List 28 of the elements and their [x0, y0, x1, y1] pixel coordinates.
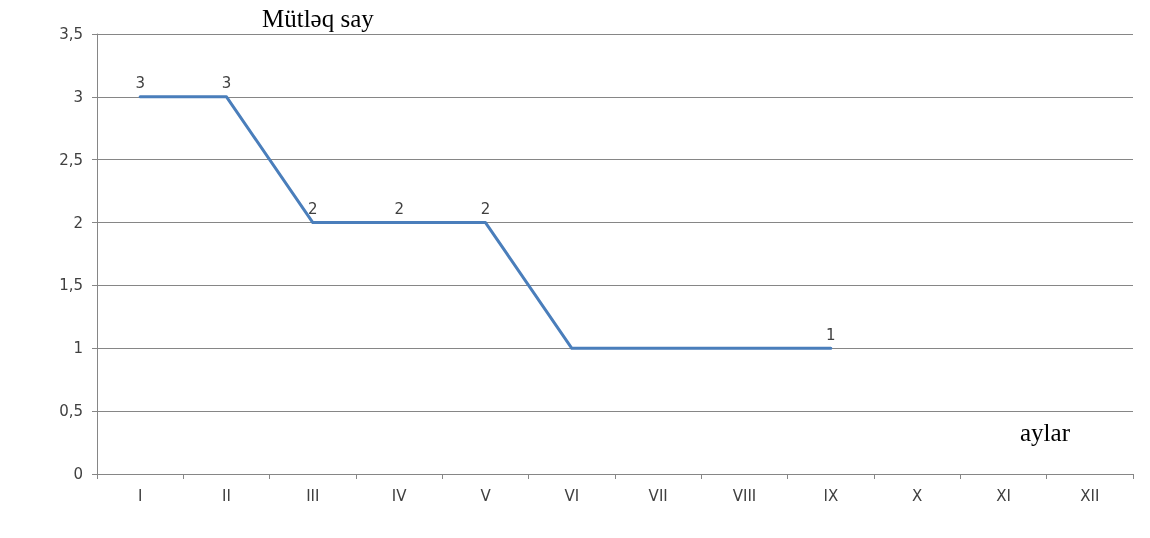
- x-tick-label: XII: [1080, 486, 1100, 505]
- x-tick-label: I: [137, 486, 143, 505]
- x-tick-label: X: [912, 486, 923, 505]
- y-tick-label: 3: [73, 87, 83, 106]
- x-tick-label: IX: [823, 486, 839, 505]
- y-tick-label: 0: [73, 465, 83, 483]
- x-tick-label: VIII: [732, 486, 757, 505]
- data-label: 2: [394, 200, 404, 219]
- x-tick-label: VII: [648, 486, 668, 505]
- y-tick-label: 0,5: [59, 402, 83, 421]
- y-tick-label: 1: [73, 339, 83, 358]
- y-tick-label: 3,5: [59, 25, 83, 43]
- data-label: 2: [308, 200, 318, 219]
- x-axis-title: aylar: [1020, 419, 1071, 446]
- y-tick-label: 2,5: [59, 150, 83, 169]
- data-label: 2: [480, 200, 491, 219]
- y-tick-label: 2: [73, 213, 83, 232]
- x-tick-label: III: [306, 486, 320, 505]
- x-tick-label: V: [480, 486, 492, 505]
- data-label: 3: [221, 74, 232, 93]
- x-tick-label: XI: [996, 486, 1011, 505]
- y-tick-label: 1,5: [59, 276, 83, 295]
- x-tick-label: VI: [564, 486, 580, 505]
- data-label: 1: [826, 325, 836, 344]
- data-label: 3: [135, 74, 145, 93]
- x-tick-label: II: [222, 486, 231, 505]
- x-tick-label: IV: [391, 486, 408, 505]
- y-axis-title: Mütləq say: [262, 5, 375, 32]
